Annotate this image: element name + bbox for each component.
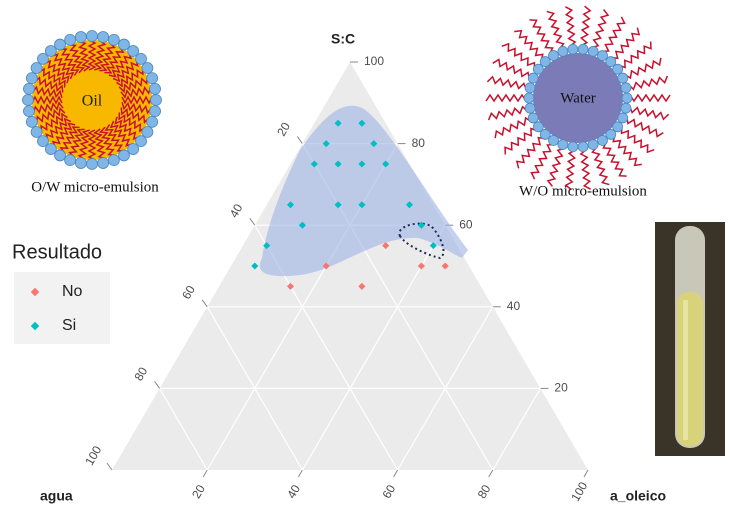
head — [568, 142, 578, 152]
head — [524, 93, 534, 103]
head — [578, 44, 588, 54]
left-axis-title: agua — [40, 488, 73, 504]
head — [540, 57, 550, 67]
head — [533, 122, 543, 132]
test-tube-photo — [655, 222, 725, 456]
head — [55, 39, 66, 50]
head — [528, 113, 538, 123]
head — [549, 135, 559, 145]
head — [75, 158, 86, 169]
liquid — [677, 292, 703, 446]
head — [622, 93, 632, 103]
head — [568, 44, 578, 54]
sc-tick-label: 40 — [507, 299, 521, 313]
head — [147, 116, 158, 127]
head — [578, 142, 588, 152]
right-axis-title: a_oleico — [610, 488, 666, 504]
sc-tick-label: 60 — [459, 217, 473, 231]
sc-tick-label: 100 — [364, 54, 384, 68]
sc-tick-label: 80 — [412, 136, 426, 150]
ow-caption: O/W micro-emulsion — [31, 179, 159, 195]
head — [119, 150, 130, 161]
head — [621, 103, 631, 113]
head — [23, 95, 34, 106]
top-axis-title: S:C — [331, 31, 355, 47]
water-label: Water — [560, 90, 595, 106]
head — [613, 64, 623, 74]
head — [525, 103, 535, 113]
head — [150, 106, 161, 117]
head — [606, 129, 616, 139]
head — [23, 83, 34, 94]
sc-tick-label: 20 — [554, 381, 568, 395]
head — [98, 31, 109, 42]
head — [65, 155, 76, 166]
legend-label: Si — [62, 317, 76, 334]
head — [87, 159, 98, 170]
head — [150, 83, 161, 94]
head — [23, 106, 34, 117]
head — [549, 51, 559, 61]
head — [621, 83, 631, 93]
head — [26, 116, 37, 127]
head — [65, 34, 76, 45]
head — [558, 140, 568, 150]
head — [142, 63, 153, 74]
legend-title: Resultado — [12, 241, 102, 263]
head — [108, 155, 119, 166]
head — [31, 127, 42, 138]
head — [151, 95, 162, 106]
chart: S:C agua a_oleico Resultado No Si Oil O/W… — [0, 0, 731, 519]
wo-caption: W/O micro-emulsion — [519, 183, 647, 199]
highlight — [683, 300, 688, 440]
head — [525, 83, 535, 93]
head — [26, 73, 37, 84]
head — [98, 158, 109, 169]
head — [618, 73, 628, 83]
head — [588, 140, 598, 150]
head — [528, 73, 538, 83]
head — [588, 46, 598, 56]
head — [598, 51, 608, 61]
legend-label: No — [62, 283, 83, 300]
head — [108, 34, 119, 45]
head — [618, 113, 628, 123]
head — [558, 46, 568, 56]
head — [598, 135, 608, 145]
head — [147, 73, 158, 84]
head — [75, 31, 86, 42]
oil-label: Oil — [82, 93, 103, 110]
head — [87, 31, 98, 42]
